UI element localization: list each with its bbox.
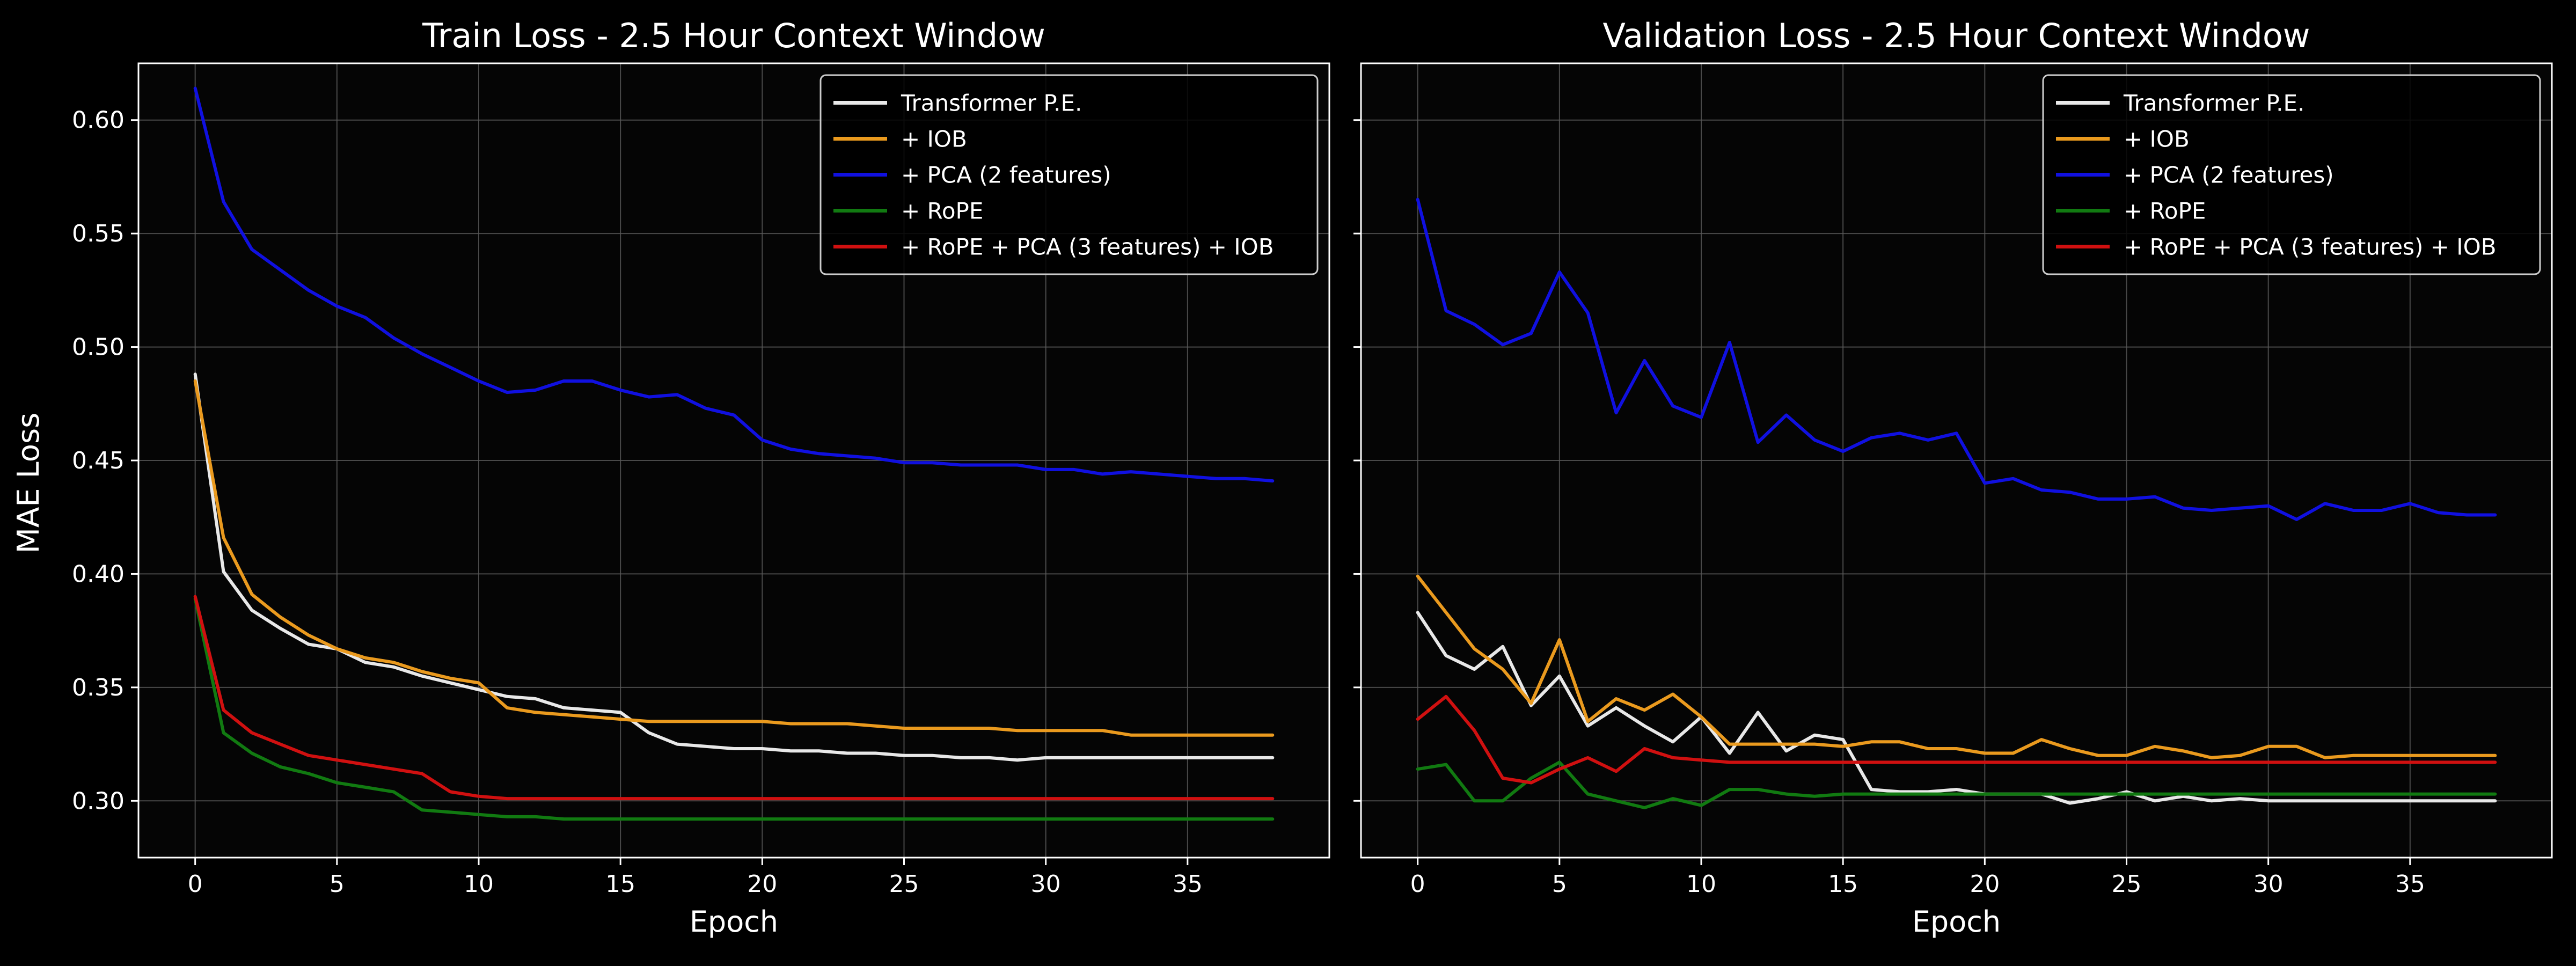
y-tick-label: 0.40 — [72, 560, 125, 588]
shared-ylabel: MAE Loss — [11, 413, 46, 554]
legend-label: + RoPE + PCA (3 features) + IOB — [901, 234, 1274, 260]
train-loss-axes: 0 5 10 15 20 25 30 35 0.30 0.35 0.40 0.45 0.50 0.55 0.… — [72, 16, 1330, 939]
series-line-rope-pca-3-features-iob — [1416, 694, 2497, 785]
series-line-iob — [1416, 574, 2497, 759]
legend-label: Transformer P.E. — [2123, 90, 2304, 116]
legend-label: + IOB — [2124, 126, 2190, 152]
x-tick-label: 35 — [2395, 870, 2425, 898]
x-tick-label: 0 — [188, 870, 203, 898]
series-line-iob — [193, 379, 1275, 737]
legend-label: Transformer P.E. — [901, 90, 1082, 116]
legend: Transformer P.E. + IOB + PCA (2 features) +… — [2042, 74, 2541, 275]
x-tick-label: 25 — [2112, 870, 2142, 898]
x-tick-label: 20 — [1970, 870, 2000, 898]
series-line-pca-2-features — [1416, 197, 2497, 521]
legend-label: + PCA (2 features) — [901, 162, 1111, 188]
x-tick-label: 25 — [889, 870, 919, 898]
y-tick-label: 0.60 — [72, 107, 125, 134]
legend-frame — [819, 74, 1319, 275]
x-tick-label: 30 — [2253, 870, 2284, 898]
validation-loss-axes: 0 5 10 15 20 25 30 35 Validation Loss - 2.5 Hour… — [1353, 16, 2553, 939]
x-tick-label: 20 — [747, 870, 777, 898]
x-axis-label: Epoch — [690, 905, 778, 939]
axes-frame — [137, 62, 1330, 859]
x-tick-label: 0 — [1410, 870, 1425, 898]
legend-frame — [2042, 74, 2541, 275]
series-line-transformer-p-e — [1416, 611, 2497, 805]
legend-label: + RoPE + PCA (3 features) + IOB — [2124, 234, 2497, 260]
legend-label: + RoPE — [2124, 198, 2206, 224]
x-tick-label: 15 — [1828, 870, 1858, 898]
chart-title: Validation Loss - 2.5 Hour Context Windo… — [1602, 16, 2310, 55]
x-tick-label: 10 — [464, 870, 494, 898]
legend-label: + PCA (2 features) — [2124, 162, 2334, 188]
y-tick-label: 0.35 — [72, 674, 125, 701]
series-line-rope — [1416, 760, 2497, 809]
axes-frame — [1360, 62, 2553, 859]
y-tick-label: 0.50 — [72, 334, 125, 361]
legend-label: + RoPE — [901, 198, 983, 224]
x-tick-label: 35 — [1173, 870, 1203, 898]
legend: Transformer P.E. + IOB + PCA (2 features) +… — [819, 74, 1319, 275]
series-line-rope — [193, 597, 1275, 821]
legend-label: + IOB — [901, 126, 967, 152]
x-tick-label: 15 — [605, 870, 635, 898]
x-tick-label: 5 — [330, 870, 345, 898]
x-tick-label: 10 — [1686, 870, 1716, 898]
y-tick-label: 0.55 — [72, 220, 125, 247]
x-tick-label: 30 — [1031, 870, 1061, 898]
series-line-transformer-p-e — [193, 372, 1275, 762]
series-line-rope-pca-3-features-iob — [193, 595, 1275, 801]
chart-title: Train Loss - 2.5 Hour Context Window — [422, 16, 1045, 55]
series-line-pca-2-features — [193, 86, 1275, 483]
x-tick-label: 5 — [1552, 870, 1567, 898]
y-tick-label: 0.30 — [72, 787, 125, 815]
x-axis-label: Epoch — [1912, 905, 2001, 939]
y-tick-label: 0.45 — [72, 447, 125, 474]
